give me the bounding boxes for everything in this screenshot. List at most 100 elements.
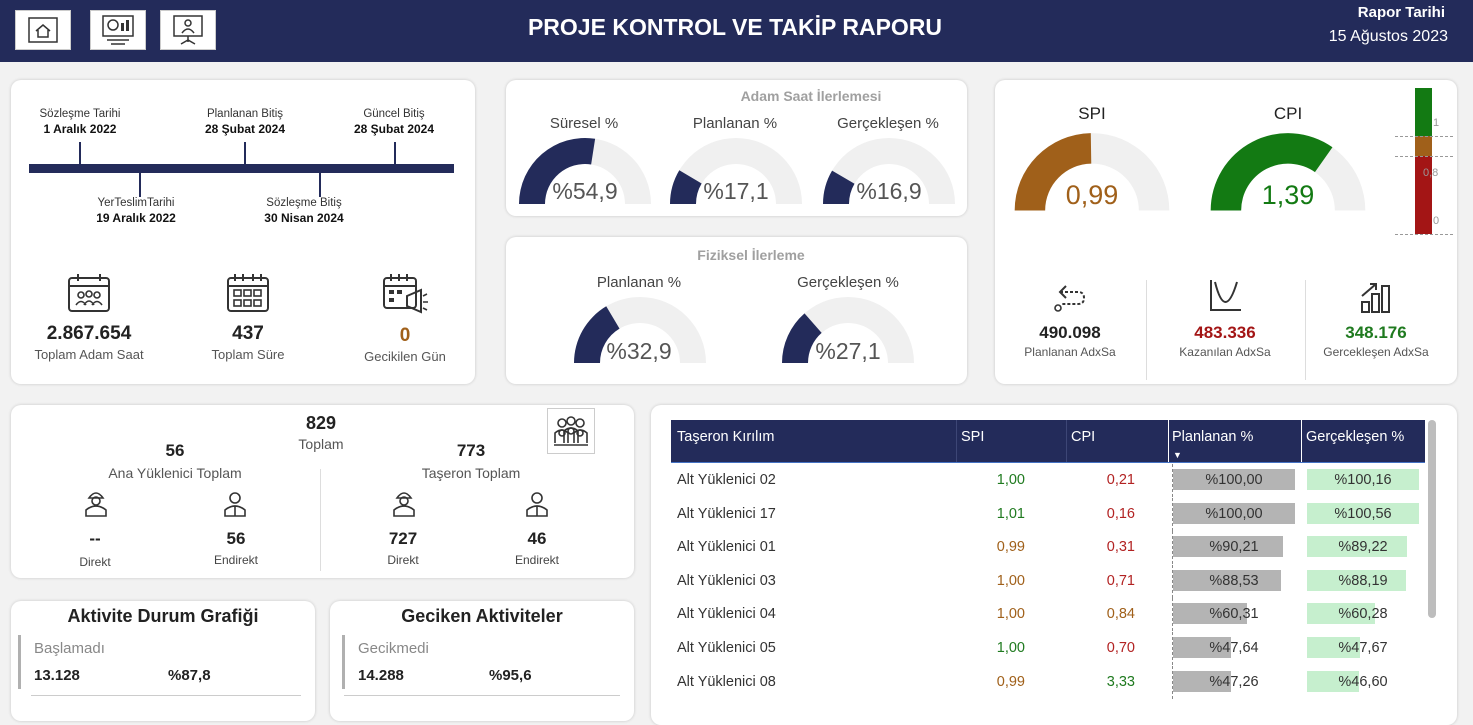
row-spi: 1,00	[996, 572, 1025, 589]
table-row[interactable]: Alt Yüklenici 05 1,00 0,70 %47,64 %47,67	[671, 632, 1425, 665]
row-spi: 0,99	[996, 673, 1025, 690]
activity-status-title: Aktivite Durum Grafiği	[67, 606, 259, 626]
divider	[344, 695, 620, 696]
divider	[31, 695, 301, 696]
timeline-contract-date: Sözleşme Tarihi 1 Aralık 2022	[39, 108, 121, 136]
actual-bar	[1307, 569, 1406, 591]
calendar-alarm-icon	[383, 274, 428, 314]
timeline-site-delivery: YerTeslimTarihi 19 Aralık 2022	[96, 197, 176, 225]
timeline-current-end: Güncel Bitiş 28 Şubat 2024	[353, 108, 435, 136]
row-spi: 1,00	[996, 472, 1025, 488]
delayed-activities-title: Geciken Aktiviteler	[401, 606, 563, 626]
table-row[interactable]: Alt Yüklenici 01 0,99 0,31 %90,21 %89,22	[671, 531, 1425, 565]
row-spi: 1,01	[996, 505, 1025, 522]
timeline-contract-end: Sözleşme Bitiş 30 Nisan 2024	[264, 197, 344, 225]
row-planned: %47,64	[1209, 640, 1259, 656]
row-name: Alt Yüklenici 05	[677, 640, 776, 656]
presentation-button[interactable]	[160, 10, 216, 50]
planned-bar	[1173, 603, 1247, 625]
gauge-value: %54,9	[552, 178, 618, 204]
row-planned: %60,31	[1209, 606, 1259, 623]
actual-bar	[1307, 469, 1419, 490]
home-button[interactable]	[15, 10, 71, 50]
gauge-value: %16,9	[856, 178, 922, 204]
row-name: Alt Yüklenici 04	[677, 606, 776, 623]
planned-bar	[1173, 469, 1295, 490]
header-underline	[671, 462, 1425, 463]
scale-label: 0,8	[1423, 167, 1439, 179]
gauge-label: Planlanan %	[692, 115, 778, 132]
column-header[interactable]: SPI	[961, 429, 985, 445]
gauge-track	[782, 297, 914, 363]
gauge-fill	[782, 313, 822, 363]
row-actual: %60,28	[1338, 606, 1388, 623]
worker-icon	[85, 492, 107, 517]
row-spi: 1,00	[996, 640, 1025, 656]
home-icon	[28, 17, 58, 43]
column-header[interactable]: Taşeron Kırılım	[677, 429, 775, 445]
gauge-fill	[823, 170, 855, 204]
timeline-tick	[139, 173, 141, 197]
row-planned: %90,21	[1209, 539, 1259, 556]
table-row[interactable]: Alt Yüklenici 04 1,00 0,84 %60,31 %60,28	[671, 598, 1425, 632]
table-row[interactable]: Alt Yüklenici 02 1,00 0,21 %100,00 %100,16	[671, 464, 1425, 497]
cpi-label: CPI	[1273, 104, 1303, 123]
threshold-green	[1415, 88, 1432, 136]
subcontractor-label: Taşeron Toplam	[421, 465, 521, 481]
planned-adxsa: 490.098 Planlanan AdxSa	[995, 278, 1145, 359]
row-cpi: 3,33	[1106, 673, 1135, 690]
row-cpi: 0,84	[1106, 606, 1135, 623]
actual-bar	[1307, 603, 1375, 625]
actual-adxsa: 348.176 Gercekleşen AdxSa	[1301, 278, 1451, 359]
gauge-label: Süresel %	[549, 115, 619, 132]
column-header[interactable]: Planlanan %	[1172, 429, 1254, 445]
gauge-track	[670, 138, 802, 204]
table-row[interactable]: Alt Yüklenici 03 1,00 0,71 %88,53 %88,19	[671, 564, 1425, 598]
main-indirect-label: Endirekt	[213, 553, 259, 567]
team-button[interactable]	[547, 408, 595, 454]
table-row[interactable]: Alt Yüklenici 17 1,01 0,16 %100,00 %100,56	[671, 497, 1425, 531]
man-hour-progress-card: Adam Saat İlerlemesi Süresel % Planlanan…	[506, 80, 967, 216]
scale-label: 1	[1433, 117, 1440, 129]
planned-bar	[1173, 637, 1232, 658]
sub-indirect-label: Endirekt	[514, 553, 560, 567]
activity-status-count: 13.128	[34, 667, 80, 684]
presentation-icon	[173, 15, 203, 45]
row-actual: %47,67	[1338, 640, 1388, 656]
workforce-total-value: 829	[305, 413, 337, 433]
gauge-planned	[670, 138, 802, 204]
main-indirect-value: 56	[226, 529, 246, 548]
column-header[interactable]: CPI	[1071, 429, 1096, 445]
row-actual: %46,60	[1338, 673, 1388, 690]
table-row[interactable]: Alt Yüklenici 08 0,99 3,33 %47,26 %46,60	[671, 665, 1425, 699]
row-actual: %100,16	[1334, 472, 1392, 488]
row-name: Alt Yüklenici 01	[677, 539, 776, 556]
timeline-tick	[79, 142, 81, 164]
actual-bar	[1307, 670, 1360, 692]
timeline-bar	[29, 164, 454, 173]
divider	[320, 469, 321, 571]
sort-desc-icon[interactable]: ▼	[1173, 450, 1182, 460]
table-scrollbar[interactable]	[1428, 420, 1436, 618]
row-name: Alt Yüklenici 03	[677, 572, 776, 589]
calendar-team-icon	[68, 274, 110, 312]
team-icon	[554, 416, 588, 446]
report-date: 15 Ağustos 2023	[1328, 28, 1448, 45]
worker-icon	[393, 492, 415, 517]
sub-direct-value: 727	[388, 529, 418, 548]
page-title: PROJE KONTROL VE TAKİP RAPORU	[527, 14, 943, 40]
divider	[1305, 280, 1306, 380]
main-direct-value: --	[89, 529, 101, 548]
delayed-activities-label: Gecikmedi	[358, 640, 429, 657]
column-header[interactable]: Gerçekleşen %	[1306, 429, 1405, 445]
dashboard-button[interactable]	[90, 10, 146, 50]
threshold-line	[1395, 156, 1453, 157]
project-summary-card: Sözleşme Tarihi 1 Aralık 2022 Planlanan B…	[11, 80, 475, 384]
row-actual: %89,22	[1338, 539, 1388, 556]
bar-growth-icon	[1361, 283, 1390, 313]
gauge-track	[823, 138, 955, 204]
row-planned: %88,53	[1209, 572, 1259, 589]
table-header: Taşeron Kırılım SPI CPI Planlanan % Gerç…	[671, 420, 1425, 462]
planned-path-icon	[1054, 285, 1086, 312]
row-spi: 0,99	[996, 539, 1025, 556]
